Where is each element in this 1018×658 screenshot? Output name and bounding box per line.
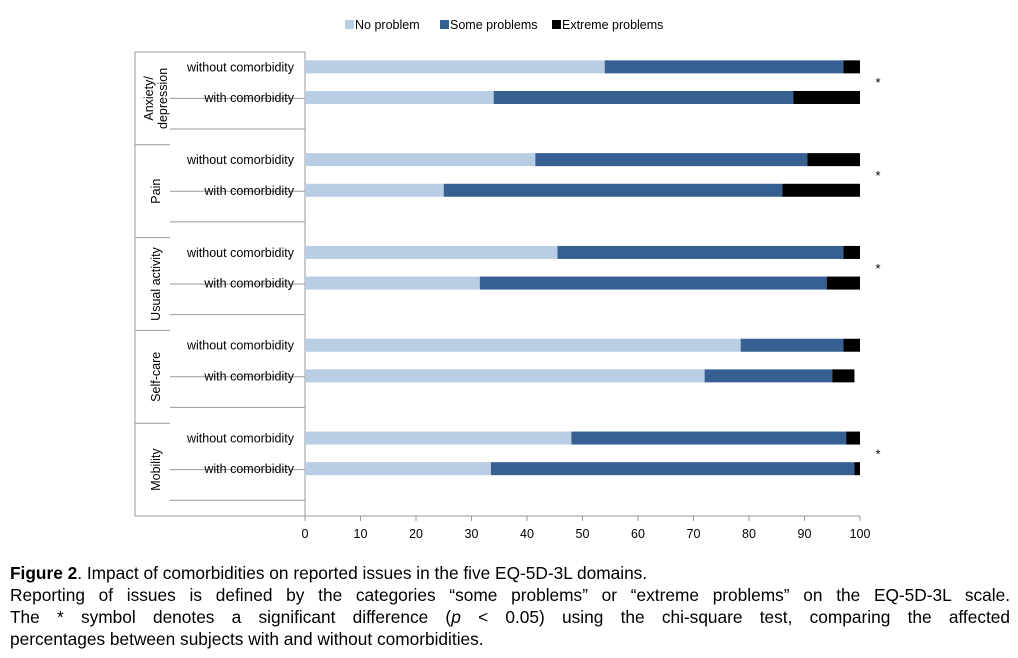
- x-tick-label: 100: [850, 527, 871, 541]
- bar-segment-extreme-problems: [843, 338, 860, 352]
- row-label: without comorbidity: [186, 339, 295, 353]
- x-tick-label: 50: [576, 527, 590, 541]
- legend-label-1: Some problems: [450, 18, 538, 32]
- caption-line-3-start: The * symbol denotes a significant diffe…: [10, 607, 452, 627]
- bar-segment-no-problem: [305, 60, 605, 74]
- bar-segment-some-problems: [557, 245, 844, 259]
- row-label: with comorbidity: [203, 369, 294, 383]
- figure-caption: Figure 2. Impact of comorbidities on rep…: [10, 562, 1010, 650]
- x-tick-label: 10: [354, 527, 368, 541]
- bar-segment-extreme-problems: [832, 369, 855, 383]
- caption-line-3: The * symbol denotes a significant diffe…: [10, 606, 1010, 628]
- x-tick-label: 0: [302, 527, 309, 541]
- bar-segment-no-problem: [305, 462, 491, 476]
- stacked-bar-chart: 0 10 20 30 40 50 60 70 80 90 100 No problem Some pro…: [134, 18, 881, 541]
- x-tick-label: 70: [687, 527, 701, 541]
- row-label: with comorbidity: [203, 277, 294, 291]
- x-tick-label: 30: [465, 527, 479, 541]
- x-tick-label: 20: [409, 527, 423, 541]
- x-tick-label: 60: [631, 527, 645, 541]
- row-label: without comorbidity: [186, 246, 295, 260]
- domain-label: Anxiety/: [142, 76, 156, 121]
- row-label: with comorbidity: [203, 462, 294, 476]
- bar-segment-extreme-problems: [843, 60, 860, 74]
- legend-swatch-0: [345, 20, 354, 29]
- bar-segment-some-problems: [740, 338, 844, 352]
- bar-segment-no-problem: [305, 369, 705, 383]
- x-tick-label: 90: [798, 527, 812, 541]
- domain-label: Self-care: [149, 352, 163, 402]
- p-symbol: p: [451, 607, 461, 627]
- row-label: without comorbidity: [186, 60, 295, 74]
- legend-label-0: No problem: [355, 18, 420, 32]
- bar-segment-some-problems: [479, 276, 827, 290]
- row-label: with comorbidity: [203, 184, 294, 198]
- figure-label: Figure 2: [10, 563, 78, 583]
- significance-marker: *: [875, 446, 880, 461]
- significance-marker: *: [875, 168, 880, 183]
- bar-segment-extreme-problems: [807, 153, 860, 167]
- bar-segment-no-problem: [305, 183, 444, 197]
- bar-segment-some-problems: [443, 183, 783, 197]
- bar-segment-extreme-problems: [782, 183, 860, 197]
- bar-segment-extreme-problems: [793, 90, 860, 104]
- caption-line-4: percentages between subjects with and wi…: [10, 629, 484, 649]
- caption-line-3-end: < 0.05) using the chi-square test, compa…: [460, 607, 1011, 627]
- legend-label-2: Extreme problems: [562, 18, 663, 32]
- bar-segment-no-problem: [305, 338, 741, 352]
- bar-segment-no-problem: [305, 90, 494, 104]
- domain-label: Pain: [149, 179, 163, 204]
- domain-label: Mobility: [149, 448, 163, 491]
- bar-segment-some-problems: [704, 369, 833, 383]
- row-label: without comorbidity: [186, 153, 295, 167]
- bar-segment-some-problems: [493, 90, 794, 104]
- caption-line-2: Reporting of issues is defined by the ca…: [10, 585, 1010, 605]
- bar-segment-extreme-problems: [846, 431, 860, 445]
- bar-segment-no-problem: [305, 245, 558, 259]
- domain-label: depression: [156, 68, 170, 129]
- significance-marker: *: [875, 75, 880, 90]
- bar-segment-extreme-problems: [854, 462, 860, 476]
- legend-swatch-1: [440, 20, 449, 29]
- row-label: without comorbidity: [186, 432, 295, 446]
- bar-segment-some-problems: [535, 153, 808, 167]
- bar-segment-extreme-problems: [843, 245, 860, 259]
- row-label: with comorbidity: [203, 91, 294, 105]
- bar-segment-extreme-problems: [826, 276, 860, 290]
- legend-swatch-2: [552, 20, 561, 29]
- bar-segment-no-problem: [305, 431, 572, 445]
- bar-segment-no-problem: [305, 276, 480, 290]
- bar-segment-no-problem: [305, 153, 536, 167]
- x-tick-label: 80: [742, 527, 756, 541]
- bar-segment-some-problems: [604, 60, 844, 74]
- x-tick-label: 40: [520, 527, 534, 541]
- domain-label: Usual activity: [149, 246, 163, 320]
- bar-segment-some-problems: [490, 462, 855, 476]
- figure-title: . Impact of comorbidities on reported is…: [77, 563, 648, 583]
- significance-marker: *: [875, 261, 880, 276]
- bar-segment-some-problems: [571, 431, 847, 445]
